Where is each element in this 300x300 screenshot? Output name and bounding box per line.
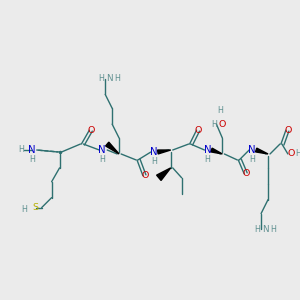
Text: N: N — [262, 225, 268, 234]
Text: H: H — [218, 106, 223, 115]
Text: H: H — [254, 225, 260, 234]
Text: H: H — [98, 74, 104, 83]
Text: H: H — [212, 120, 218, 129]
Text: H: H — [18, 146, 24, 154]
Text: N: N — [150, 147, 158, 157]
Polygon shape — [158, 150, 171, 154]
Text: H: H — [151, 158, 157, 166]
Text: N: N — [248, 145, 256, 155]
Text: N: N — [28, 145, 36, 155]
Text: N: N — [106, 74, 112, 83]
Polygon shape — [157, 168, 171, 181]
Polygon shape — [256, 148, 268, 154]
Text: H: H — [249, 155, 255, 164]
Text: N: N — [204, 145, 211, 155]
Text: O: O — [287, 149, 295, 158]
Text: O: O — [284, 126, 292, 135]
Text: H: H — [270, 225, 276, 234]
Text: H: H — [295, 149, 300, 158]
Text: O: O — [141, 171, 148, 180]
Text: H: H — [114, 74, 120, 83]
Text: N: N — [98, 145, 106, 155]
Text: O: O — [88, 126, 95, 135]
Text: O: O — [242, 169, 250, 178]
Text: O: O — [219, 120, 226, 129]
Text: S: S — [33, 203, 39, 212]
Text: H: H — [205, 155, 210, 164]
Polygon shape — [106, 142, 119, 154]
Text: O: O — [195, 126, 202, 135]
Text: H: H — [21, 205, 27, 214]
Text: H: H — [99, 155, 105, 164]
Polygon shape — [211, 148, 222, 154]
Text: H: H — [29, 155, 35, 164]
